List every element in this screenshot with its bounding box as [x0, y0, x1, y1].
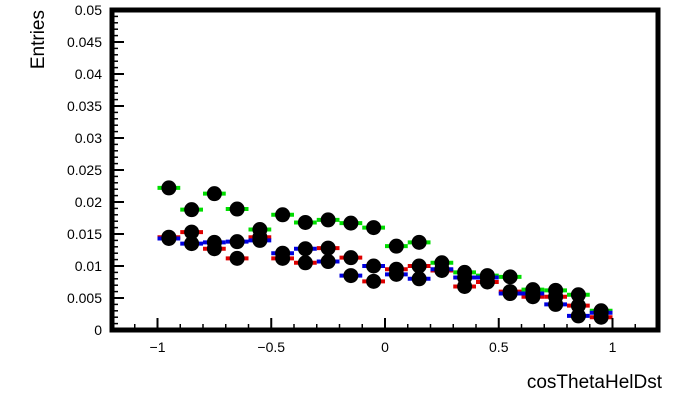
data-point: [502, 286, 518, 302]
data-point: [184, 202, 200, 218]
y-tick-label: 0.025: [67, 162, 102, 178]
data-point: [366, 258, 382, 274]
y-tick-label: 0.015: [67, 226, 102, 242]
data-point: [229, 234, 245, 250]
data-point: [570, 287, 586, 303]
data-markers: [161, 180, 609, 325]
data-point: [252, 232, 268, 248]
x-tick-labels: −1 −0.5 0 0.5 1: [150, 339, 617, 355]
x-axis-label: cosThetaHelDst: [527, 372, 663, 393]
data-point: [320, 212, 336, 228]
data-point: [297, 241, 313, 257]
data-point: [366, 220, 382, 236]
data-point: [275, 245, 291, 261]
data-point: [320, 240, 336, 256]
data-point: [593, 305, 609, 321]
data-point: [411, 258, 427, 274]
data-point: [411, 271, 427, 287]
data-point: [161, 230, 177, 246]
data-point: [502, 269, 518, 285]
y-tick-label: 0.02: [75, 194, 102, 210]
data-point: [434, 261, 450, 277]
data-point: [184, 236, 200, 252]
x-tick-label: 0: [381, 339, 389, 355]
y-tick-label: 0.04: [75, 66, 102, 82]
data-point: [229, 201, 245, 217]
data-point: [411, 234, 427, 250]
data-point: [206, 186, 222, 202]
data-point: [161, 180, 177, 196]
data-point: [548, 296, 564, 312]
data-point: [343, 215, 359, 231]
data-point: [388, 266, 404, 282]
data-point: [525, 286, 541, 302]
y-tick-label: 0.005: [67, 290, 102, 306]
x-tick-label: 0.5: [489, 339, 509, 355]
y-tick-labels: 0 0.005 0.01 0.015 0.02 0.025 0.03 0.035 0.04 0.0…: [67, 2, 102, 338]
y-tick-label: 0.035: [67, 98, 102, 114]
data-point: [457, 270, 473, 286]
x-tick-label: 1: [609, 339, 617, 355]
axis-ticks: [112, 9, 659, 331]
data-point: [570, 308, 586, 324]
data-point: [184, 224, 200, 240]
y-tick-label: 0.045: [67, 34, 102, 50]
y-tick-label: 0: [94, 322, 102, 338]
data-point: [297, 255, 313, 271]
data-point: [229, 250, 245, 266]
x-tick-label: −1: [150, 339, 166, 355]
data-point: [366, 273, 382, 289]
data-point: [206, 234, 222, 250]
data-point: [297, 214, 313, 230]
y-tick-label: 0.05: [75, 2, 102, 18]
x-tick-label: −0.5: [257, 339, 285, 355]
data-point: [343, 250, 359, 266]
y-tick-label: 0.03: [75, 130, 102, 146]
data-point: [275, 207, 291, 223]
y-tick-label: 0.01: [75, 258, 102, 274]
error-bars: [157, 185, 613, 320]
y-axis-label: Entries: [28, 10, 49, 69]
data-point: [388, 238, 404, 254]
data-point: [343, 268, 359, 284]
data-point: [479, 270, 495, 286]
data-point: [320, 254, 336, 270]
